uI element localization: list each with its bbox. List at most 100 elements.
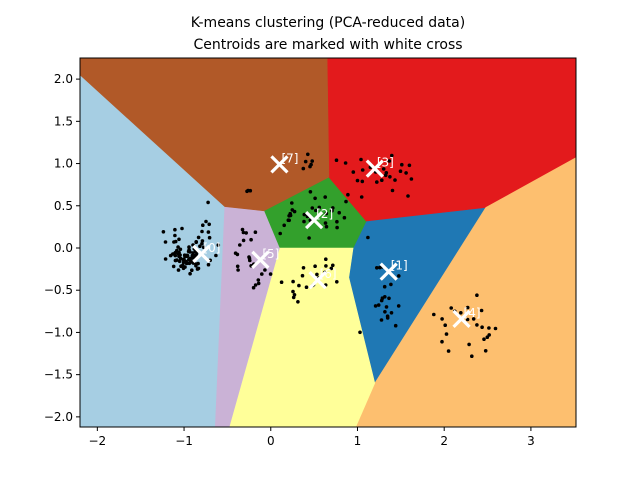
data-point (241, 230, 246, 235)
data-point (366, 235, 370, 240)
data-point (163, 240, 168, 244)
data-point (291, 295, 296, 300)
data-point (449, 306, 454, 310)
data-point (493, 326, 498, 331)
data-point (331, 263, 335, 268)
y-tick-label: 0.0 (54, 241, 73, 255)
data-point (301, 266, 306, 270)
data-point (382, 284, 387, 289)
y-axis: −2.0 −1.5 −1.0 −0.5 0.0 0.5 1.0 1.5 2.0 (44, 72, 80, 424)
data-point (342, 215, 347, 220)
data-point (387, 159, 392, 163)
data-point (297, 283, 301, 288)
data-point (465, 317, 470, 322)
centroid-label: [5] (262, 247, 279, 261)
data-point (185, 254, 190, 258)
data-point (440, 317, 444, 321)
decision-regions (80, 58, 576, 427)
data-point (300, 273, 305, 278)
y-tick-label: 1.5 (54, 114, 73, 128)
data-point (330, 209, 334, 213)
data-point (398, 169, 403, 173)
data-point (381, 167, 386, 171)
data-point (323, 221, 328, 225)
data-point (471, 317, 476, 321)
data-point (201, 245, 206, 250)
data-point (196, 235, 201, 240)
data-point (206, 230, 211, 234)
data-point (317, 205, 322, 210)
data-point (383, 173, 388, 178)
data-point (240, 227, 245, 232)
data-point (480, 325, 484, 330)
data-point (161, 230, 166, 234)
centroid-cross (251, 250, 270, 269)
data-point (308, 190, 313, 194)
data-point (192, 253, 197, 258)
data-point (302, 219, 306, 224)
centroid-label: [1] (391, 259, 408, 273)
chart-title: K-means clustering (PCA-reduced data) (191, 15, 465, 31)
data-point (308, 164, 312, 169)
data-point (384, 305, 389, 309)
data-point (335, 219, 339, 224)
data-point (324, 264, 328, 268)
y-tick-label: 0.5 (54, 199, 73, 213)
data-point (375, 180, 379, 184)
data-point (443, 323, 448, 328)
data-point (204, 219, 208, 224)
data-point (188, 271, 192, 276)
data-point (440, 339, 444, 344)
data-point (207, 235, 212, 240)
data-point (337, 210, 342, 215)
data-point (198, 244, 202, 248)
data-point (355, 178, 360, 183)
data-point (256, 278, 261, 282)
data-point (479, 308, 484, 313)
data-point (238, 243, 242, 247)
centroid-cross (379, 262, 398, 281)
data-point (393, 178, 397, 182)
data-point (444, 332, 449, 336)
data-point (171, 264, 176, 269)
data-point (359, 157, 363, 162)
data-point (335, 280, 339, 284)
data-point (196, 266, 201, 271)
data-point (200, 241, 204, 246)
data-point (375, 266, 379, 270)
data-point (216, 243, 221, 247)
x-tick-label: −2 (88, 434, 106, 448)
data-point (343, 161, 348, 165)
y-tick-label: −1.5 (44, 368, 73, 382)
data-point (388, 175, 392, 179)
data-point (253, 283, 258, 287)
data-point (189, 259, 193, 264)
data-point (175, 248, 179, 253)
data-point (446, 349, 451, 353)
data-point (409, 177, 414, 181)
data-point (244, 231, 248, 235)
data-point (181, 266, 186, 271)
data-point (256, 281, 261, 286)
data-point (194, 262, 198, 266)
centroid-label: [4] (464, 306, 481, 320)
data-point (185, 261, 190, 265)
data-point (171, 252, 175, 256)
centroid-cross (192, 244, 211, 264)
data-point (214, 253, 218, 258)
y-tick-label: −1.0 (44, 325, 73, 339)
data-point (291, 279, 295, 284)
data-point (383, 310, 387, 314)
data-point (278, 231, 283, 236)
data-point (304, 285, 309, 290)
data-point (173, 233, 177, 238)
data-point (373, 304, 378, 308)
data-point (351, 170, 356, 174)
data-point (396, 304, 401, 308)
data-point (173, 258, 178, 263)
data-point (248, 188, 253, 193)
data-point (245, 189, 249, 194)
data-point (324, 257, 328, 262)
data-point (313, 264, 317, 269)
